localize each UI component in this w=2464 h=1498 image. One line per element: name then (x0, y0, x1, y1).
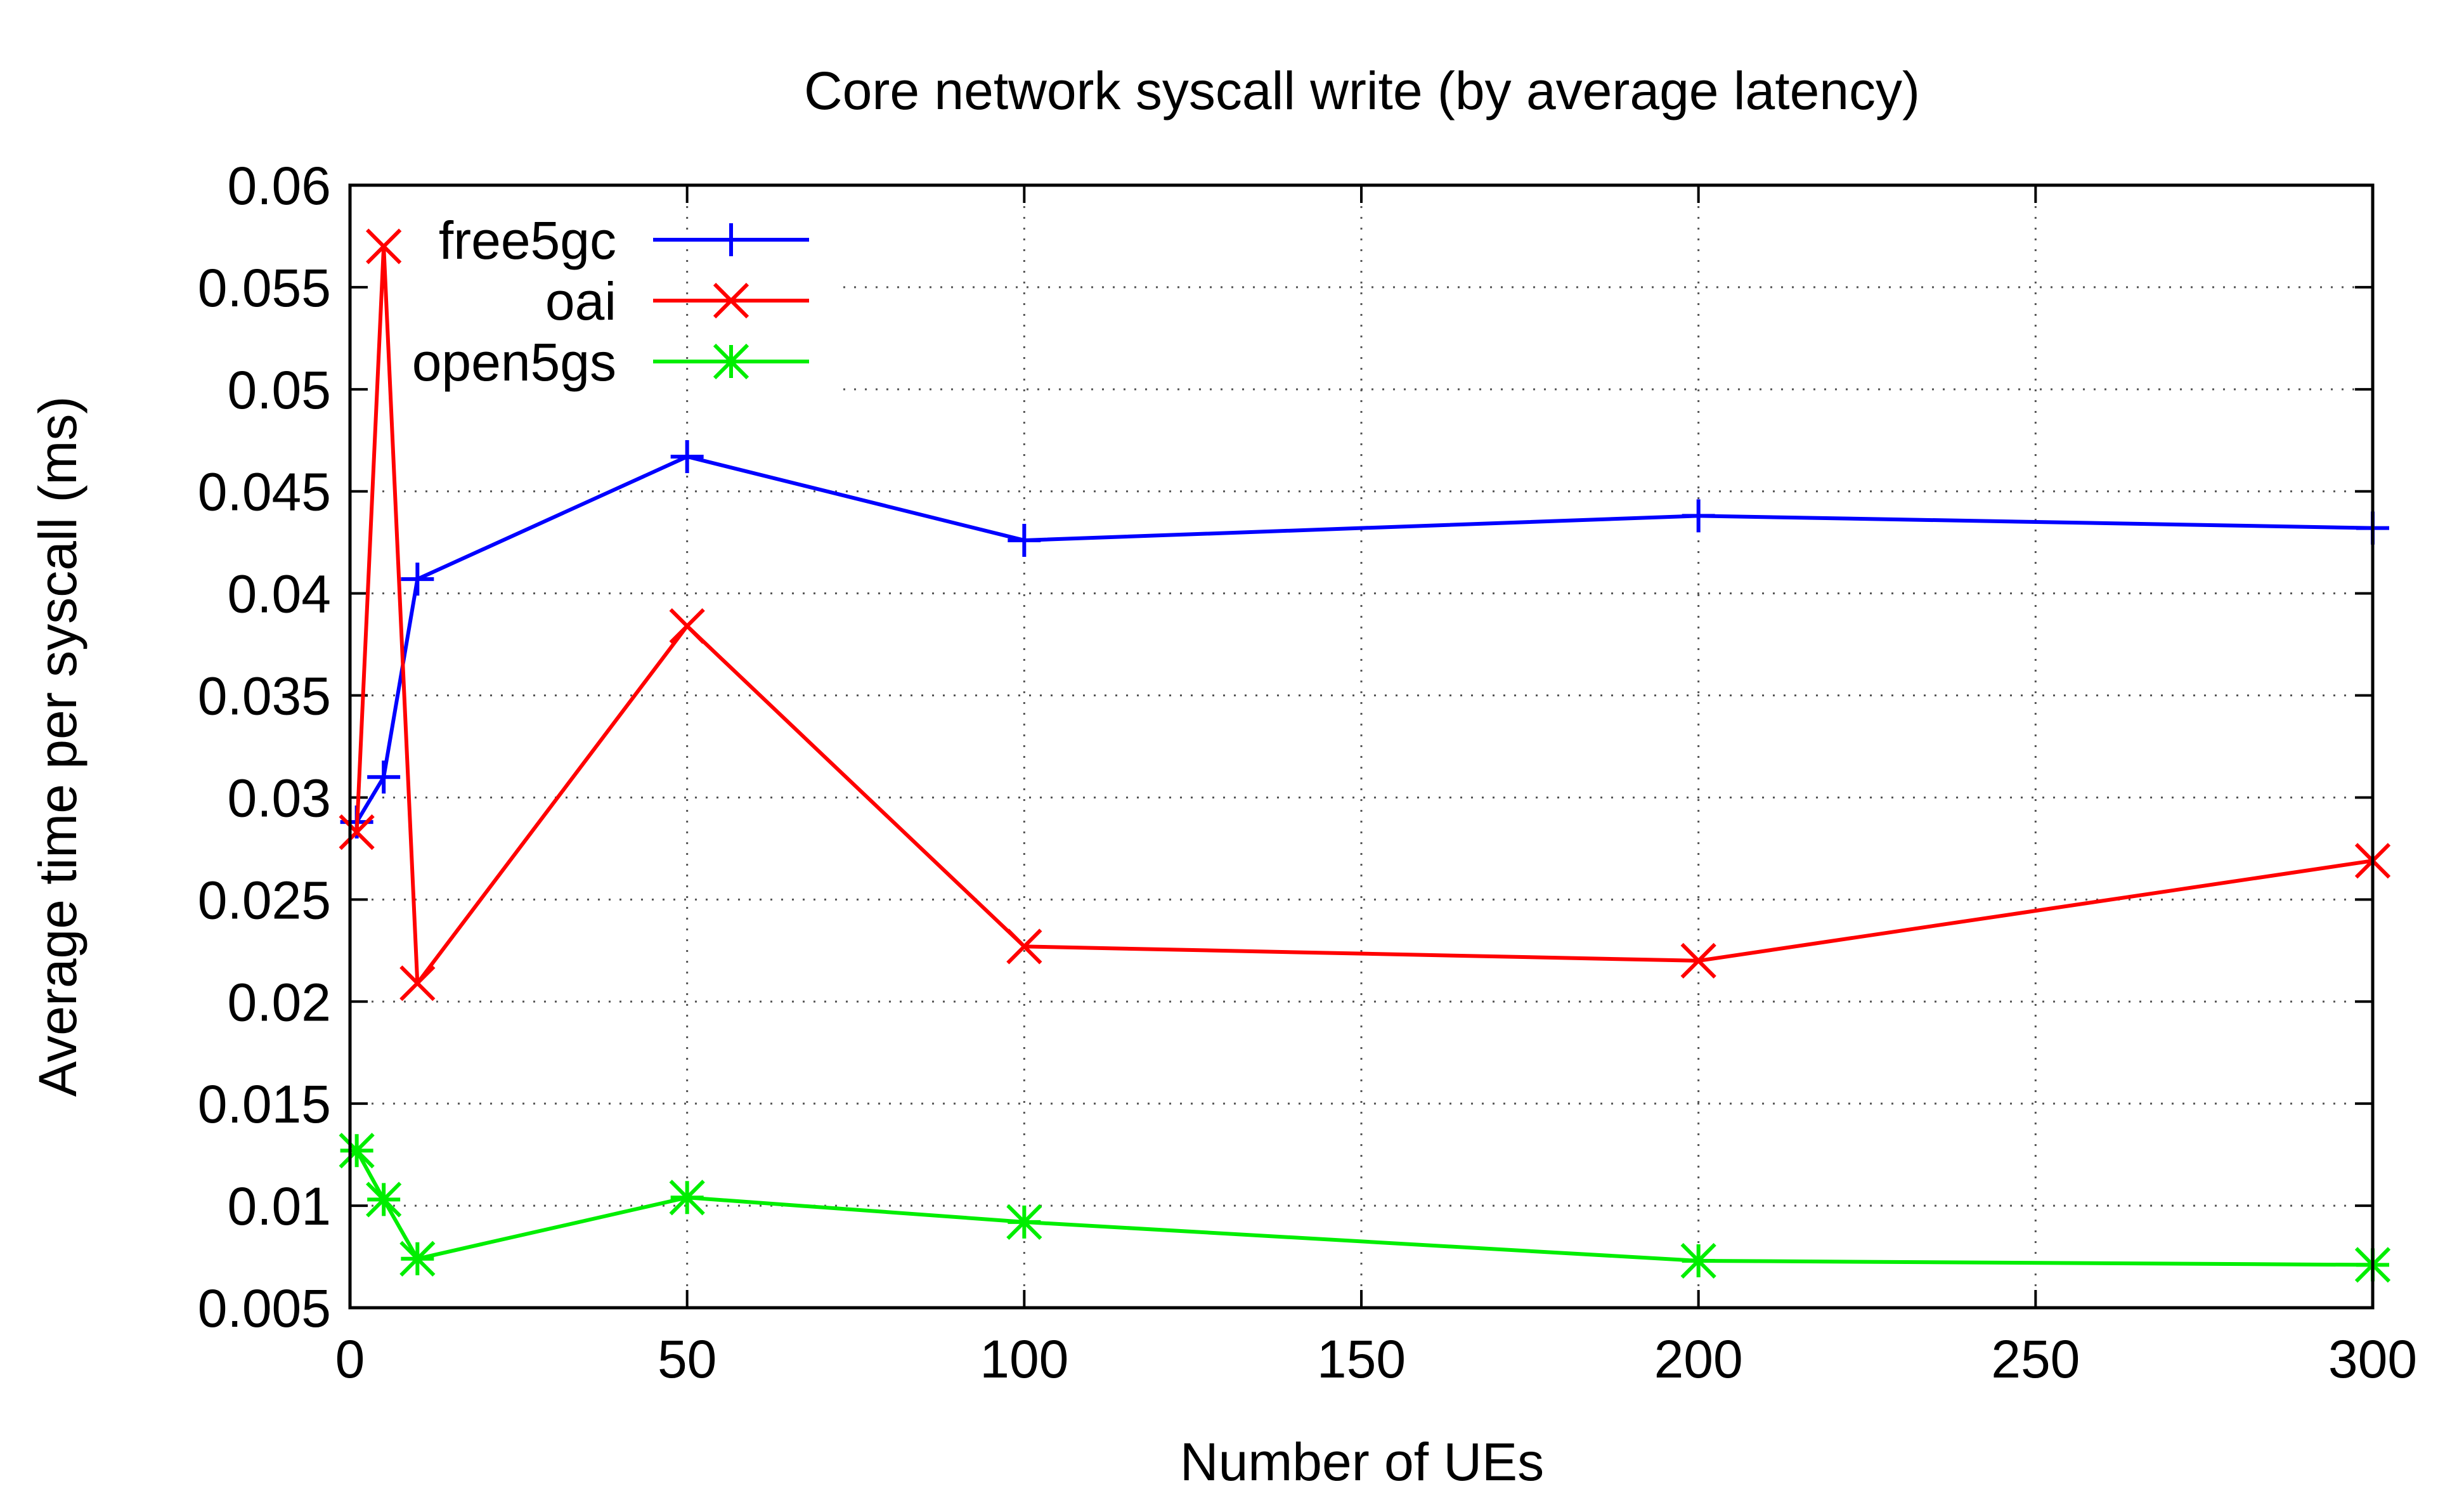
series-open5gs (339, 1133, 2391, 1283)
x-tick-label: 200 (1654, 1329, 1743, 1389)
chart-title: Core network syscall write (by average l… (804, 61, 1920, 120)
marker-stroke (1006, 928, 1042, 965)
marker-stroke (1006, 1204, 1042, 1240)
marker-stroke (339, 1133, 375, 1169)
y-tick-label: 0.06 (228, 156, 332, 216)
y-tick-label: 0.045 (198, 462, 331, 522)
data-point (1006, 1204, 1042, 1240)
data-point (715, 223, 748, 256)
y-tick-label: 0.02 (228, 972, 332, 1032)
data-point (713, 343, 749, 380)
marker-stroke (366, 228, 402, 264)
y-tick-label: 0.015 (198, 1074, 331, 1134)
series-line (354, 244, 2373, 986)
marker-stroke (713, 282, 749, 319)
marker-stroke (366, 1182, 402, 1218)
data-point (1682, 499, 1715, 533)
y-tick-label: 0.025 (198, 870, 331, 930)
data-point (1008, 523, 1041, 557)
y-tick-label: 0.035 (198, 667, 331, 726)
legend-label: free5gc (439, 211, 616, 270)
legend-label: oai (545, 271, 616, 331)
x-tick-label: 50 (658, 1329, 717, 1389)
x-tick-label: 250 (1991, 1329, 2080, 1389)
x-tick-label: 300 (2328, 1329, 2417, 1389)
marker-stroke (713, 343, 749, 380)
series-layer (339, 228, 2391, 1283)
y-tick-label: 0.05 (228, 360, 332, 420)
data-point (670, 440, 704, 474)
data-point (713, 282, 749, 319)
data-point (669, 1180, 705, 1216)
axis-tick-labels: 0 50 100 150 200 250 300 0.005 0.01 0.015 0.02 0.02… (198, 156, 2417, 1389)
x-tick-label: 150 (1317, 1329, 1406, 1389)
y-tick-label: 0.005 (198, 1279, 331, 1338)
data-point (401, 563, 434, 596)
data-point (399, 965, 436, 1001)
marker-stroke (399, 1241, 436, 1277)
marker-stroke (1680, 942, 1716, 979)
data-point (1680, 942, 1716, 979)
marker-stroke (669, 1180, 705, 1216)
data-point (366, 228, 402, 264)
plot-frame (348, 183, 2375, 1310)
y-tick-label: 0.03 (228, 768, 332, 828)
series-free5gc (340, 440, 2389, 839)
y-tick-label: 0.055 (198, 258, 331, 318)
y-tick-label: 0.01 (228, 1176, 332, 1236)
series-line (355, 1149, 2373, 1267)
data-point (367, 760, 401, 794)
series-line (355, 455, 2373, 823)
marker-stroke (399, 965, 436, 1001)
y-axis-label: Average time per syscall (ms) (28, 396, 88, 1097)
x-tick-label: 0 (335, 1329, 365, 1389)
data-point (1680, 1242, 1716, 1279)
data-point (366, 1182, 402, 1218)
series-oai (339, 228, 2391, 1001)
legend-label: open5gs (412, 332, 616, 392)
marker-stroke (339, 814, 375, 850)
marker-stroke (669, 608, 705, 644)
data-point (669, 608, 705, 644)
x-axis-label: Number of UEs (1180, 1432, 1544, 1492)
data-point (339, 1133, 375, 1169)
y-tick-label: 0.04 (228, 564, 332, 624)
grid (350, 185, 2373, 1308)
data-point (399, 1241, 436, 1277)
marker-stroke (1680, 1242, 1716, 1279)
data-point (1006, 928, 1042, 965)
data-point (339, 814, 375, 850)
x-tick-label: 100 (980, 1329, 1068, 1389)
